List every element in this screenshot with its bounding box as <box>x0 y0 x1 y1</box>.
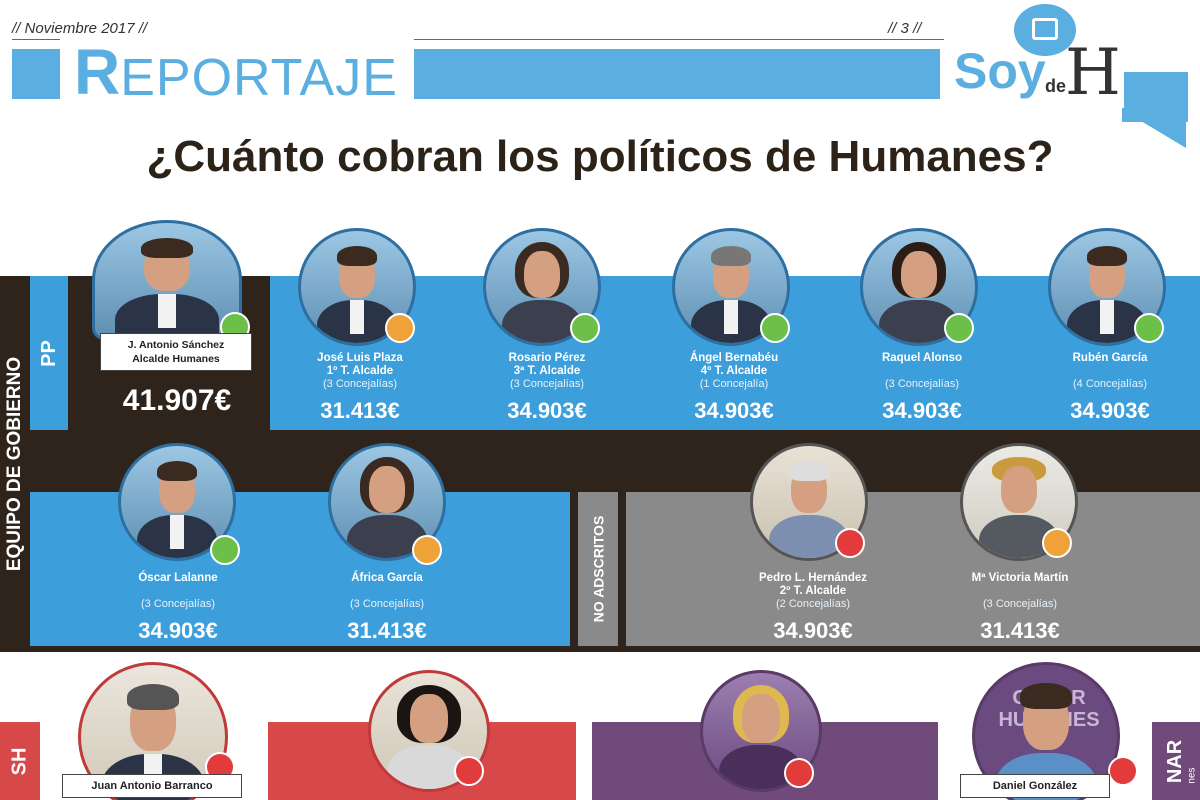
section-title-rest: EPORTAJE <box>120 49 398 107</box>
equipo-label: EQUIPO DE GOBIERNO <box>4 356 25 572</box>
logo-h: H <box>1065 36 1121 110</box>
right-party-label: NAR <box>1152 722 1200 800</box>
mayor-name: J. Antonio Sánchez <box>127 339 225 351</box>
status-dot <box>1042 528 1072 558</box>
official-salary: 34.903€ <box>773 618 853 643</box>
mayor-salary: 41.907€ <box>122 384 232 417</box>
mayor-namebox: J. Antonio Sánchez Alcalde Humanes <box>100 333 252 371</box>
official-name: Raquel Alonso <box>881 352 963 364</box>
official-photo <box>328 443 446 561</box>
publication-logo: Soy de H <box>944 4 1124 110</box>
status-dot <box>760 313 790 343</box>
section-title-initial: R <box>74 36 121 108</box>
official-concejalias: (3 Concejalías) <box>983 598 1057 610</box>
official-salary: 34.903€ <box>882 398 962 423</box>
official-name: Rosario Pérez <box>508 352 586 364</box>
official-name: José Luis Plaza <box>317 352 403 364</box>
status-dot <box>944 313 974 343</box>
official-concejalias: (1 Concejalía) <box>699 378 769 390</box>
official-concejalias: (3 Concejalías) <box>510 378 584 390</box>
official-role: 4º T. Alcalde <box>700 365 768 377</box>
headline: ¿Cuánto cobran los políticos de Humanes? <box>146 132 1054 181</box>
official-salary: 34.903€ <box>694 398 774 423</box>
official-salary: 34.903€ <box>507 398 587 423</box>
official-salary: 34.903€ <box>1070 398 1150 423</box>
document-icon <box>1032 18 1058 40</box>
official-name: Pedro L. Hernández <box>759 572 867 584</box>
status-dot <box>835 528 865 558</box>
official-concejalias: (3 Concejalías) <box>141 598 215 610</box>
issue-date: // Noviembre 2017 // <box>12 20 148 37</box>
official-name: Mª Victoria Martín <box>971 572 1069 584</box>
right-party-label-small: nes <box>1186 767 1198 784</box>
mayor-photo <box>92 220 242 340</box>
official-role: 2º T. Alcalde <box>779 585 847 597</box>
official-name: Rubén García <box>1072 352 1148 364</box>
status-dot <box>210 535 240 565</box>
psoe-label: SH <box>0 722 40 800</box>
section-banner-point <box>1136 118 1186 148</box>
official-role: 3ª T. Alcalde <box>513 365 581 377</box>
official-salary: 34.903€ <box>138 618 218 643</box>
status-dot <box>454 756 484 786</box>
bottom-name-4: Daniel González <box>960 774 1110 798</box>
status-dot <box>412 535 442 565</box>
official-concejalias: (2 Concejalías) <box>776 598 850 610</box>
section-banner-tail <box>1122 72 1188 122</box>
official-concejalias: (3 Concejalías) <box>350 598 424 610</box>
official-concejalias: (3 Concejalías) <box>323 378 397 390</box>
official-concejalias: (4 Concejalías) <box>1073 378 1147 390</box>
status-dot <box>385 313 415 343</box>
status-dot <box>1108 756 1138 786</box>
status-dot <box>570 313 600 343</box>
official-name: África García <box>351 572 423 584</box>
official-salary: 31.413€ <box>347 618 427 643</box>
official-salary: 31.413€ <box>980 618 1060 643</box>
party-label-pp: PP <box>30 276 68 430</box>
official-role: 1º T. Alcalde <box>326 365 394 377</box>
status-dot <box>784 758 814 788</box>
mayor-role: Alcalde Humanes <box>132 353 220 365</box>
speech-bubble-icon <box>1014 4 1076 56</box>
section-title: R EPORTAJE <box>60 38 414 104</box>
no-adscritos-panel <box>626 492 1200 646</box>
no-adscritos-label: NO ADSCRITOS <box>578 492 618 646</box>
official-photo <box>960 443 1078 561</box>
official-name: Ángel Bernabéu <box>689 352 779 364</box>
page-number: // 3 // <box>888 20 922 37</box>
official-name: Óscar Lalanne <box>138 572 218 584</box>
logo-de: de <box>1045 76 1067 96</box>
header-rule <box>12 39 960 40</box>
bottom-name-1: Juan Antonio Barranco <box>62 774 242 798</box>
logo-soy: Soy <box>954 43 1046 99</box>
bottom-photo-2 <box>368 670 490 792</box>
status-dot <box>1134 313 1164 343</box>
official-photo <box>483 228 601 346</box>
official-salary: 31.413€ <box>320 398 400 423</box>
official-concejalias: (3 Concejalías) <box>885 378 959 390</box>
